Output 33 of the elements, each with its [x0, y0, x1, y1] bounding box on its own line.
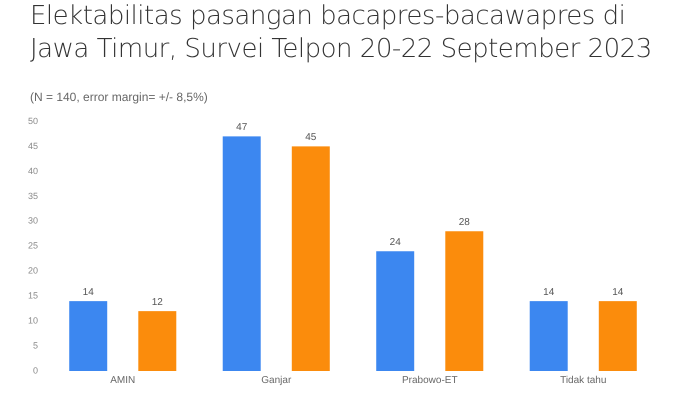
bar: [530, 301, 568, 371]
x-tick-label: Tidak tahu: [560, 374, 606, 386]
x-tick-label: Prabowo-ET: [402, 374, 458, 386]
bar: [598, 301, 637, 371]
chart-title: Elektabilitas pasangan bacapres-bacawapres di Jawa Timur, Survei Telpon 20-22 September 2023: [30, 0, 653, 66]
y-tick-label: 35: [28, 190, 38, 201]
data-label: 14: [612, 286, 624, 298]
bar: [292, 146, 330, 371]
y-tick-label: 5: [32, 340, 38, 351]
data-label: 12: [152, 296, 164, 308]
y-tick-label: 50: [28, 116, 38, 126]
y-tick-label: 25: [28, 240, 38, 251]
data-label: 24: [390, 236, 402, 248]
y-tick-label: 0: [32, 365, 38, 376]
bar: [376, 251, 414, 371]
data-label: 28: [458, 216, 470, 228]
data-label: 14: [82, 286, 94, 298]
x-tick-label: Ganjar: [261, 374, 292, 386]
data-label: 14: [543, 286, 555, 298]
y-tick-label: 20: [28, 266, 38, 276]
bar: [222, 136, 261, 371]
bar: [69, 301, 108, 371]
x-tick-label: AMIN: [110, 374, 136, 386]
bar: [138, 311, 176, 371]
data-label: 47: [236, 122, 248, 134]
y-tick-label: 10: [28, 316, 38, 326]
y-tick-label: 30: [28, 216, 38, 226]
y-tick-label: 15: [28, 290, 38, 301]
y-tick-label: 45: [28, 140, 38, 151]
chart-subtitle: (N = 140, error margin= +/- 8,5%): [30, 90, 208, 104]
data-label: 45: [305, 132, 317, 144]
y-tick-label: 40: [28, 166, 38, 176]
bar: [445, 231, 484, 371]
